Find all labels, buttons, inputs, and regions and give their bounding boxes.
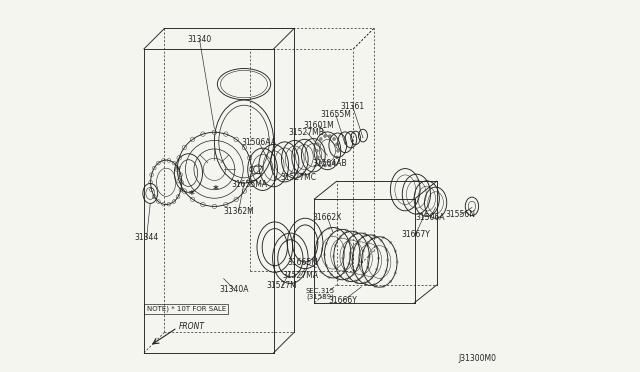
Ellipse shape [319, 138, 322, 141]
Text: 31340: 31340 [188, 35, 212, 44]
Text: 31667Y: 31667Y [401, 230, 430, 239]
Ellipse shape [324, 164, 326, 167]
Ellipse shape [333, 138, 335, 141]
Ellipse shape [328, 164, 332, 167]
Text: *: * [189, 190, 195, 200]
Text: 31527MC: 31527MC [280, 173, 317, 182]
Ellipse shape [316, 143, 319, 146]
Text: 31527MB: 31527MB [289, 128, 324, 137]
Text: 31665M: 31665M [288, 258, 319, 267]
Ellipse shape [335, 143, 339, 146]
Text: NOTE) * 10T FOR SALE: NOTE) * 10T FOR SALE [147, 306, 226, 312]
Text: J31300M0: J31300M0 [458, 354, 496, 363]
Ellipse shape [337, 149, 340, 152]
Ellipse shape [316, 156, 319, 159]
Text: FRONT: FRONT [179, 321, 205, 331]
Ellipse shape [319, 161, 322, 164]
Text: 31601M: 31601M [304, 121, 335, 130]
Text: 31527MA: 31527MA [283, 271, 319, 280]
Text: 31344: 31344 [134, 233, 159, 243]
Text: SEC.315: SEC.315 [305, 288, 335, 294]
Text: 31655MA: 31655MA [232, 180, 268, 189]
Text: 31662X: 31662X [313, 213, 342, 222]
Text: 31361: 31361 [340, 102, 365, 111]
Text: 31506AA: 31506AA [241, 138, 276, 147]
Text: 31504AB: 31504AB [312, 158, 347, 167]
Ellipse shape [324, 135, 326, 138]
Text: 31666Y: 31666Y [328, 296, 357, 305]
Text: 31556N: 31556N [445, 211, 475, 219]
Text: 31527M: 31527M [267, 281, 298, 290]
Text: (31589): (31589) [306, 294, 334, 301]
Text: 31340A: 31340A [220, 285, 249, 294]
Text: 31506A: 31506A [416, 213, 445, 222]
Ellipse shape [335, 156, 339, 159]
Text: 31362M: 31362M [223, 208, 254, 217]
Text: 31655M: 31655M [320, 110, 351, 119]
Text: *: * [212, 185, 218, 195]
Ellipse shape [316, 149, 318, 152]
Ellipse shape [333, 161, 335, 164]
Ellipse shape [328, 135, 332, 138]
